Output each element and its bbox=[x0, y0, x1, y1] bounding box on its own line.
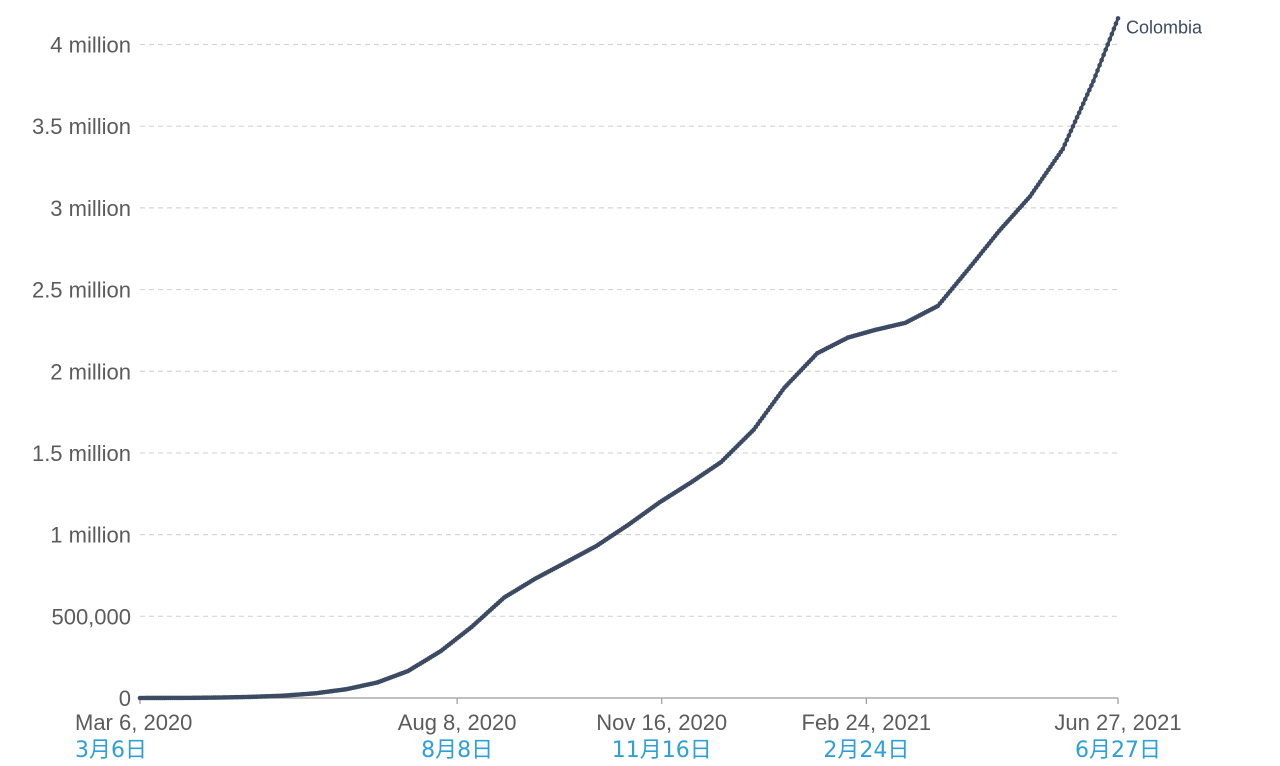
x-tick-label-cn: 11月16日 bbox=[612, 738, 712, 763]
data-point bbox=[1060, 146, 1066, 152]
data-point bbox=[1068, 128, 1074, 134]
data-point bbox=[1087, 87, 1092, 93]
data-point bbox=[1066, 133, 1072, 138]
data-point bbox=[1064, 137, 1070, 143]
series-line-colombia bbox=[139, 17, 1120, 700]
x-tick-label: Feb 24, 2021 bbox=[802, 710, 932, 735]
data-point bbox=[1082, 96, 1088, 102]
data-point bbox=[1085, 92, 1090, 97]
x-tick-label-cn: 6月27日 bbox=[1075, 738, 1161, 763]
y-tick-label: 0 bbox=[119, 686, 131, 711]
data-point bbox=[1095, 68, 1100, 73]
data-point bbox=[1080, 101, 1086, 106]
data-point bbox=[1091, 78, 1096, 84]
series-group bbox=[137, 16, 1121, 701]
series-label-colombia: Colombia bbox=[1126, 17, 1203, 37]
data-point bbox=[1093, 73, 1098, 79]
y-tick-label: 1 million bbox=[50, 523, 131, 548]
data-point bbox=[1111, 26, 1117, 32]
x-tick-label: Mar 6, 2020 bbox=[75, 710, 192, 735]
data-point bbox=[1072, 119, 1078, 125]
x-tick-label-cn: 3月6日 bbox=[75, 738, 147, 763]
gridlines bbox=[140, 43, 1118, 617]
y-tick-label: 2.5 million bbox=[32, 278, 131, 303]
y-tick-label: 2 million bbox=[50, 359, 131, 384]
data-point bbox=[1078, 105, 1084, 111]
y-axis-tick-labels: 0 500,000 1 million 1.5 million 2 million 2.5… bbox=[32, 33, 131, 711]
x-tick-label-cn: 2月24日 bbox=[823, 738, 909, 763]
data-point bbox=[1076, 110, 1082, 116]
x-tick-label-cn: 8月8日 bbox=[421, 738, 493, 763]
data-point bbox=[1062, 142, 1068, 147]
data-point bbox=[1105, 42, 1111, 47]
x-tick-label: Nov 16, 2020 bbox=[596, 710, 727, 735]
series-points bbox=[137, 16, 1121, 701]
y-tick-label: 500,000 bbox=[51, 604, 131, 629]
data-point bbox=[1074, 114, 1080, 120]
data-point bbox=[1113, 21, 1119, 26]
data-point bbox=[1101, 52, 1106, 58]
x-tick-label: Jun 27, 2021 bbox=[1054, 710, 1181, 735]
data-point bbox=[1107, 36, 1113, 42]
y-tick-label: 3 million bbox=[50, 196, 131, 221]
y-tick-label: 1.5 million bbox=[32, 441, 131, 466]
data-point bbox=[1097, 63, 1102, 68]
data-point bbox=[1089, 83, 1094, 88]
data-point bbox=[1099, 57, 1104, 63]
data-point bbox=[1109, 31, 1115, 37]
data-point bbox=[1115, 16, 1121, 21]
data-point bbox=[1103, 47, 1109, 52]
data-point bbox=[1070, 124, 1076, 129]
x-axis-ticks: Mar 6, 2020 3月6日 Aug 8, 2020 8月8日 Nov 16, 20… bbox=[75, 698, 1182, 763]
x-tick-label: Aug 8, 2020 bbox=[398, 710, 517, 735]
y-tick-label: 4 million bbox=[50, 33, 131, 58]
y-tick-label: 3.5 million bbox=[32, 114, 131, 139]
